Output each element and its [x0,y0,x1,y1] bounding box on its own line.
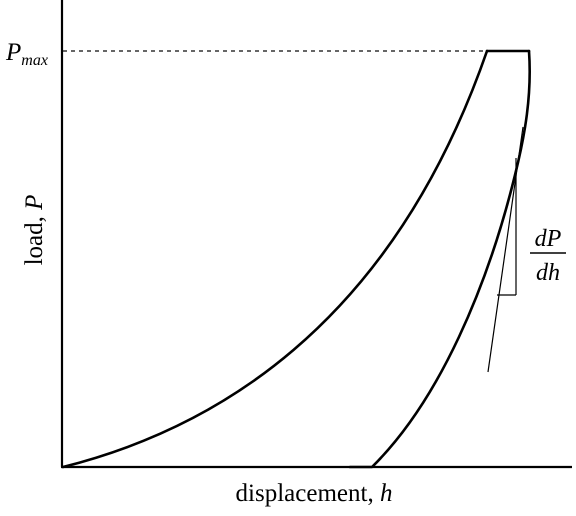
x-axis-label-word: displacement, [236,480,380,507]
unloading-tangent-line [487,126,524,373]
y-axis-label-word: load, [21,210,48,266]
slope-denominator: dh [536,260,560,286]
y-axis-label-symbol: P [21,195,48,211]
unloading-curve [348,49,531,469]
pmax-label-subscript: max [21,52,48,69]
slope-numerator: dP [535,226,562,252]
x-axis-label-symbol: h [380,480,393,507]
pmax-label: Pmax [5,39,48,69]
loading-curve [61,49,489,469]
pmax-label-main: P [5,39,21,66]
x-axis-label: displacement, h [236,480,393,507]
y-axis-label: load, P [21,195,48,266]
